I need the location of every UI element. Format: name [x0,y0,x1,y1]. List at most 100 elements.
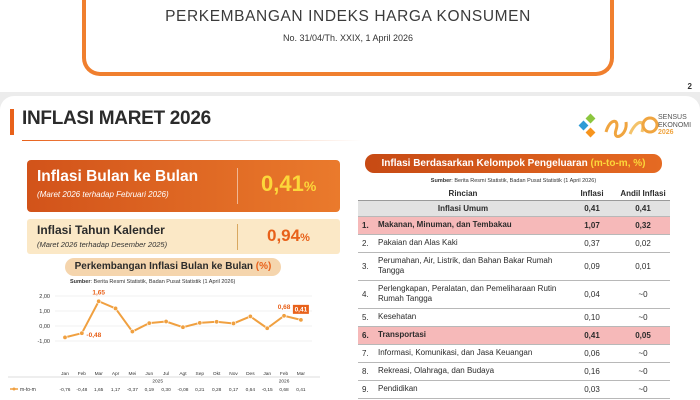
row-number: 1. [358,216,374,235]
general-andil: 0,41 [616,200,670,217]
row-number: 9. [358,380,374,399]
data-point [231,320,237,326]
data-point [247,313,253,319]
row-inflasi: 0,04 [568,280,616,309]
ytd-divider [237,224,238,250]
callout-box [292,304,309,314]
row-inflasi: 0,41 [568,326,616,345]
x-tick-label: Apr [112,371,120,377]
row-inflasi: 0,06 [568,344,616,363]
data-point [96,298,102,304]
table-body: Inflasi Umum 0,41 0,41 1. Makanan, Minuma… [358,200,670,399]
table-row: 5. Kesehatan 0,10 ~0 [358,308,670,327]
callout-label: 0,68 [278,304,291,311]
cover-frame: PERKEMBANGAN INDEKS HARGA KONSUMEN No. 3… [82,0,614,76]
row-andil: ~0 [616,280,670,309]
y-tick-label: 1,00 [39,309,50,315]
row-name: Perlengkapan, Peralatan, dan Pemeliharaa… [374,280,568,309]
ytd-inflation-card: Inflasi Tahun Kalender (Maret 2026 terha… [27,219,340,254]
row-name: Informasi, Komunikasi, dan Jasa Keuangan [374,344,568,363]
year-label: 2026 [279,379,290,385]
x-tick-label: Jan [263,371,271,377]
data-table-value: 0,19 [145,387,155,393]
row-name: Perumahan, Air, Listrik, dan Bahan Bakar… [374,252,568,281]
row-name: Pendidikan [374,380,568,399]
data-table-value: -0,37 [127,387,138,393]
data-table-value: 0,17 [229,387,239,393]
general-inflasi: 0,41 [568,200,616,217]
data-point [146,320,152,326]
table-row: 3. Perumahan, Air, Listrik, dan Bahan Bak… [358,252,670,281]
row-inflasi: 0,09 [568,252,616,281]
row-name: Kesehatan [374,308,568,327]
data-point [298,317,304,323]
inflation-group-table: Rincian Inflasi Andil Inflasi Inflasi Um… [358,188,670,399]
table-row: 8. Rekreasi, Olahraga, dan Budaya 0,16 ~0 [358,362,670,381]
row-andil: 0,05 [616,326,670,345]
row-andil: 0,01 [616,252,670,281]
mtm-value: 0,41% [261,171,317,196]
y-tick-label: -1,00 [37,339,50,345]
slide-page: INFLASI MARET 2026 SENSUS EKONOMI 2026 I… [0,96,700,400]
table-header-row: Rincian Inflasi Andil Inflasi [358,188,670,201]
chart-title: Perkembangan Inflasi Bulan ke Bulan (%) [65,258,281,276]
row-number: 4. [358,280,374,309]
row-inflasi: 0,37 [568,234,616,253]
cover-subtitle: No. 31/04/Th. XXIX, 1 April 2026 [282,33,414,43]
mtm-inflation-card: Inflasi Bulan ke Bulan (Maret 2026 terha… [27,160,340,212]
table-row: 7. Informasi, Komunikasi, dan Jasa Keuang… [358,344,670,363]
x-tick-label: Sep [196,371,205,377]
data-point [79,330,85,336]
row-inflasi: 0,10 [568,308,616,327]
year-label: 2025 [152,379,163,385]
data-point [62,334,68,340]
x-tick-label: Jun [145,371,153,377]
table-row: 1. Makanan, Minuman, dan Tembakau 1,07 0,32 [358,216,670,235]
row-number: 2. [358,234,374,253]
row-andil: ~0 [616,362,670,381]
row-andil: 0,02 [616,234,670,253]
data-point [281,313,287,319]
row-inflasi: 0,16 [568,362,616,381]
x-tick-label: Okt [213,371,221,377]
header-rincian: Rincian [358,188,568,201]
chart-source: Sumber: Berita Resmi Statistik, Badan Pu… [70,279,236,285]
header-andil: Andil Inflasi [616,188,670,201]
data-table-value: 1,65 [94,387,104,393]
data-table-value: 1,17 [111,387,121,393]
row-number: 7. [358,344,374,363]
x-tick-label: Mar [95,371,104,377]
se2026-ribbon-icon [604,116,659,138]
row-andil: ~0 [616,344,670,363]
x-tick-label: Agt [179,371,187,377]
bps-logo-icon [578,113,596,138]
data-table-value: 0,64 [246,387,256,393]
sensus-ekonomi-label: SENSUS EKONOMI 2026 [658,114,692,136]
row-name: Transportasi [374,326,568,345]
data-table-value: -0,08 [177,387,188,393]
data-point [264,325,270,331]
x-tick-label: Jan [61,371,69,377]
row-number: 3. [358,252,374,281]
data-point [113,305,119,311]
ytd-title: Inflasi Tahun Kalender [37,223,165,237]
x-tick-label: Nov [229,371,238,377]
page-number: 2 [687,82,692,91]
data-table-value: -0,76 [60,387,71,393]
mtm-title: Inflasi Bulan ke Bulan [37,168,199,185]
x-tick-label: Des [246,371,255,377]
callout-label: 1,65 [92,289,105,296]
callout-label: 0,41 [295,306,308,313]
title-underline [22,140,362,141]
table-row: 6. Transportasi 0,41 0,05 [358,326,670,345]
data-point [180,324,186,330]
row-number: 5. [358,308,374,327]
row-andil: 0,32 [616,216,670,235]
row-name: Rekreasi, Olahraga, dan Budaya [374,362,568,381]
x-tick-label: Mei [129,371,137,377]
legend-label: m-to-m [20,387,36,393]
callout-label: -0,48 [86,332,101,339]
ytd-subtitle: (Maret 2026 terhadap Desember 2025) [37,240,168,249]
data-table-value: -0,15 [262,387,273,393]
row-andil: ~0 [616,380,670,399]
